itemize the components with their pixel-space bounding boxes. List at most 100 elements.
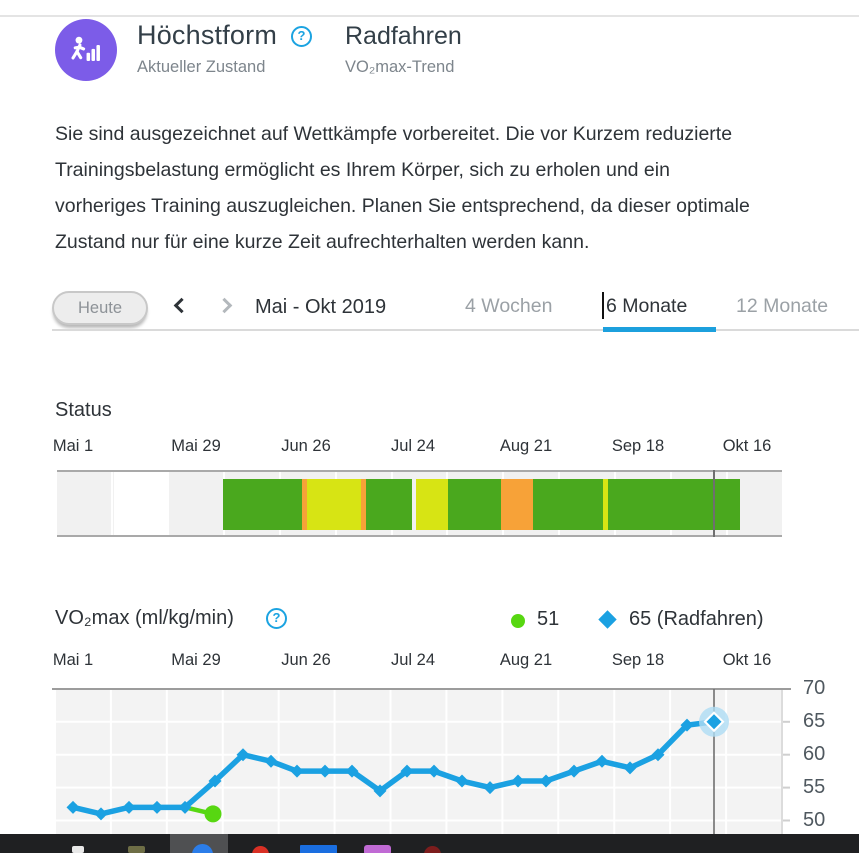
today-marker-line bbox=[713, 470, 715, 537]
y-axis-tick-label: 60 bbox=[803, 742, 826, 765]
y-axis-tick-label: 65 bbox=[803, 709, 826, 732]
status-segment-green[interactable] bbox=[533, 479, 603, 530]
help-icon[interactable]: ? bbox=[291, 26, 312, 47]
axis-date-label: Mai 1 bbox=[52, 651, 94, 669]
sport-title: Radfahren bbox=[345, 22, 462, 50]
status-segment-yellow[interactable] bbox=[603, 479, 608, 530]
windows-start-icon[interactable] bbox=[72, 846, 84, 853]
vo2max-date-axis: Mai 1 Mai 29 Jun 26 Jul 24 Aug 21 Sep 18 Okt 1… bbox=[0, 651, 859, 675]
blue-app-icon[interactable] bbox=[300, 845, 337, 853]
vo2max-cycling-point bbox=[483, 781, 497, 795]
tab-6-monate[interactable]: 6 Monate bbox=[606, 295, 688, 317]
prev-range-icon[interactable] bbox=[173, 297, 190, 314]
legend-circle-icon bbox=[511, 614, 525, 628]
status-segment-green[interactable] bbox=[366, 479, 412, 530]
top-divider bbox=[0, 15, 859, 17]
vo2max-cycling-point bbox=[567, 764, 581, 778]
axis-date-label: Mai 29 bbox=[171, 437, 221, 455]
status-empty-period bbox=[114, 472, 168, 535]
vo2max-help-icon[interactable]: ? bbox=[266, 608, 287, 629]
vo2max-general-current-point bbox=[204, 805, 222, 823]
status-segment-yellow[interactable] bbox=[416, 479, 448, 530]
vo2max-chart-canvas bbox=[52, 688, 791, 834]
today-button[interactable]: Heute bbox=[52, 291, 148, 325]
active-tab-underline bbox=[603, 327, 716, 332]
y-axis-tick-label: 70 bbox=[803, 676, 826, 699]
status-segment-green[interactable] bbox=[448, 479, 501, 530]
vo2max-cycling-point bbox=[318, 764, 332, 778]
axis-date-label: Okt 16 bbox=[722, 651, 772, 669]
axis-date-label: Jun 26 bbox=[281, 651, 331, 669]
runner-with-bars-icon bbox=[71, 36, 100, 61]
edge-browser-icon[interactable] bbox=[192, 844, 213, 853]
vo2max-cycling-point bbox=[236, 748, 250, 762]
tabs-divider bbox=[52, 329, 859, 331]
legend-value-cycling: 65 (Radfahren) bbox=[629, 608, 764, 630]
vo2max-cycling-current-point bbox=[706, 714, 722, 730]
axis-date-label: Sep 18 bbox=[611, 651, 665, 669]
status-segment-orange[interactable] bbox=[302, 479, 307, 530]
axis-date-label: Mai 29 bbox=[171, 651, 221, 669]
vo2max-cycling-point bbox=[150, 800, 164, 814]
axis-date-label: Jul 24 bbox=[390, 651, 436, 669]
vo2max-cycling-point bbox=[208, 774, 222, 788]
training-status-avatar bbox=[55, 19, 117, 81]
status-segment-orange[interactable] bbox=[501, 479, 533, 530]
status-timeline-band bbox=[57, 470, 782, 537]
vo2max-cycling-point bbox=[651, 748, 665, 762]
status-segment-green[interactable] bbox=[608, 479, 740, 530]
vo2max-cycling-point bbox=[623, 761, 637, 775]
vo2max-cycling-point bbox=[400, 764, 414, 778]
status-description: Sie sind ausgezeichnet auf Wettkämpfe vo… bbox=[55, 123, 750, 253]
page-subtitle: Aktueller Zustand bbox=[137, 58, 266, 76]
y-axis-tick-label: 50 bbox=[803, 808, 826, 831]
active-taskbar-slot[interactable] bbox=[170, 834, 228, 853]
status-section-title: Status bbox=[55, 399, 112, 421]
axis-date-label: Aug 21 bbox=[499, 651, 553, 669]
sport-subtitle: VO₂max-Trend bbox=[345, 58, 455, 76]
status-segment-green[interactable] bbox=[223, 479, 302, 530]
tab-4-wochen[interactable]: 4 Wochen bbox=[465, 295, 553, 317]
legend-value-general: 51 bbox=[537, 608, 560, 630]
vo2max-cycling-point bbox=[345, 764, 359, 778]
vo2max-line-chart[interactable]: 70 65 60 55 50 bbox=[0, 676, 859, 853]
axis-date-label: Aug 21 bbox=[499, 437, 553, 455]
vo2max-cycling-point bbox=[122, 800, 136, 814]
vo2max-cycling-point bbox=[455, 774, 469, 788]
axis-date-label: Sep 18 bbox=[611, 437, 665, 455]
legend-diamond-icon bbox=[598, 610, 617, 629]
red-app-icon[interactable] bbox=[252, 846, 269, 853]
page-title: Höchstform bbox=[137, 20, 278, 50]
vo2max-cycling-point bbox=[539, 774, 553, 788]
vo2max-cycling-point bbox=[264, 754, 278, 768]
tab-12-monate[interactable]: 12 Monate bbox=[736, 295, 829, 317]
y-axis-tick-label: 55 bbox=[803, 775, 826, 798]
axis-date-label: Okt 16 bbox=[722, 437, 772, 455]
next-range-icon[interactable] bbox=[216, 297, 233, 314]
vo2max-cycling-point bbox=[290, 764, 304, 778]
vo2max-cycling-point bbox=[178, 800, 192, 814]
plot-background bbox=[55, 689, 782, 834]
darkred-app-icon[interactable] bbox=[424, 846, 441, 853]
status-segment-orange[interactable] bbox=[361, 479, 366, 530]
vo2max-cycling-point bbox=[66, 800, 80, 814]
text-caret bbox=[602, 292, 604, 319]
axis-date-label: Jun 26 bbox=[281, 437, 331, 455]
vo2max-cycling-point bbox=[680, 718, 694, 732]
vo2max-cycling-point bbox=[373, 784, 387, 798]
vo2max-cycling-point bbox=[427, 764, 441, 778]
week-separator bbox=[110, 472, 113, 535]
date-range-label: Mai - Okt 2019 bbox=[255, 296, 387, 318]
vo2max-cycling-point bbox=[595, 754, 609, 768]
windows-taskbar[interactable] bbox=[0, 834, 859, 853]
status-segment-yellow[interactable] bbox=[307, 479, 361, 530]
olive-app-icon[interactable] bbox=[128, 846, 145, 853]
axis-date-label: Jul 24 bbox=[390, 437, 436, 455]
axis-date-label: Mai 1 bbox=[52, 437, 94, 455]
vo2max-section-title: VO₂max (ml/kg/min) bbox=[55, 607, 234, 629]
status-date-axis: Mai 1 Mai 29 Jun 26 Jul 24 Aug 21 Sep 18 Okt 1… bbox=[0, 437, 859, 461]
vo2max-cycling-point bbox=[511, 774, 525, 788]
purple-app-icon[interactable] bbox=[364, 845, 391, 853]
vo2max-cycling-point bbox=[94, 807, 108, 821]
